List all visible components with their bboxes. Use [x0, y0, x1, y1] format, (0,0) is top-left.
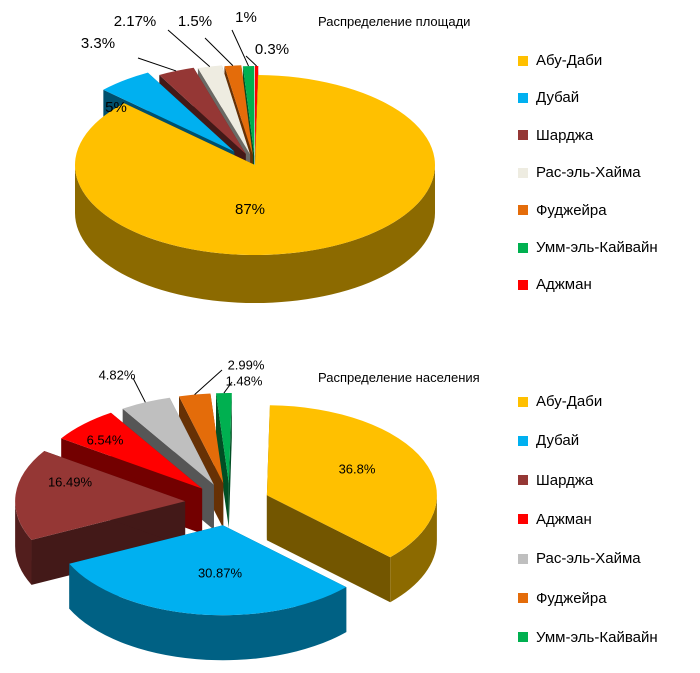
legend-swatch — [518, 632, 528, 643]
area-legend-item-рас-эль-хайма: Рас-эль-Хайма — [518, 164, 641, 181]
pop-legend-item-рас-эль-хайма: Рас-эль-Хайма — [518, 550, 641, 567]
legend-swatch — [518, 55, 528, 66]
area-legend-item-фуджейра: Фуджейра — [518, 202, 607, 219]
legend-label: Аджман — [536, 276, 592, 294]
pop-data-label-фуджейра: 2.99% — [228, 357, 265, 372]
pop-legend-item-аджман: Аджман — [518, 511, 592, 528]
pop-legend-item-дубай: Дубай — [518, 432, 579, 449]
area-leader-рас-эль-хайма — [167, 29, 211, 67]
legend-label: Фуджейра — [536, 589, 607, 607]
legend-label: Дубай — [536, 432, 580, 450]
pop-leader-рас-эль-хайма — [132, 377, 146, 403]
area-data-label-фуджейра: 1.5% — [178, 13, 212, 30]
pop-legend-item-абу-даби: Абу-Даби — [518, 393, 602, 410]
legend-swatch — [518, 593, 528, 603]
area-legend-item-абу-даби: Абу-Даби — [518, 52, 602, 69]
area-leader-шарджа — [137, 57, 177, 72]
legend-label: Абу-Даби — [536, 393, 603, 410]
legend-swatch — [518, 130, 528, 141]
legend-label: Фуджейра — [536, 201, 607, 219]
pop-data-label-абу-даби: 36.8% — [339, 461, 376, 476]
population-chart-title: Распределение населения — [318, 370, 480, 385]
legend-label: Шарджа — [536, 126, 594, 144]
legend-label: Умм-эль-Кайвайн — [536, 628, 658, 646]
legend-label: Шарджа — [536, 471, 594, 489]
legend-label: Аджман — [536, 510, 592, 528]
pop-data-label-рас-эль-хайма: 4.82% — [99, 367, 136, 382]
area-data-label-дубай: 5% — [105, 99, 127, 116]
legend-swatch — [518, 553, 528, 564]
area-leader-фуджейра — [204, 37, 234, 66]
area-leader-аджман — [245, 55, 257, 67]
legend-label: Рас-эль-Хайма — [536, 550, 641, 568]
population-pie-svg: 36.8% 30.87% 16.49% 6.54% 4.82% 2.99%1.48% — [15, 357, 437, 661]
pop-legend-item-фуджейра: Фуджейра — [518, 590, 607, 607]
area-data-label-аджман: 0.3% — [255, 41, 289, 58]
pop-leader-умм-эль-кайвайн — [223, 381, 233, 394]
pop-slice-дубай — [69, 525, 347, 661]
legend-swatch — [518, 205, 528, 216]
area-chart-title: Распределение площади — [318, 14, 471, 29]
legend-label: Дубай — [536, 89, 580, 107]
legend-label: Умм-эль-Кайвайн — [536, 239, 658, 256]
legend-swatch — [518, 475, 528, 486]
pop-legend-item-шарджа: Шарджа — [518, 472, 593, 489]
area-data-label-рас-эль-хайма: 2.17% — [114, 13, 157, 30]
area-data-label-шарджа: 3.3% — [81, 35, 115, 52]
area-data-label-абу-даби: 87% — [235, 201, 265, 218]
legend-swatch — [518, 242, 528, 253]
legend-swatch — [518, 435, 528, 446]
population-chart: 36.8% 30.87% 16.49% 6.54% 4.82% 2.99% 1.48% Ра… — [0, 336, 700, 673]
pop-data-label-аджман: 6.54% — [87, 432, 124, 447]
pop-data-label-умм-эль-кайвайн: 1.48% — [226, 373, 263, 388]
legend-label: Абу-Даби — [536, 52, 603, 69]
legend-swatch — [518, 514, 528, 525]
area-data-label-умм-эль-кайвайн: 1% — [235, 9, 257, 26]
legend-swatch — [518, 92, 528, 103]
area-leader-умм-эль-кайвайн — [231, 29, 249, 67]
area-chart: 87% 5% 3.3% 2.17% 1.5% 1% 0.3% Распределение п… — [0, 0, 700, 336]
pop-leader-фуджейра — [194, 369, 223, 395]
area-legend-item-аджман: Аджман — [518, 276, 592, 293]
pop-data-label-шарджа: 16.49% — [48, 474, 93, 489]
legend-label: Рас-эль-Хайма — [536, 164, 641, 182]
pop-legend-item-умм-эль-кайвайн: Умм-эль-Кайвайн — [518, 629, 658, 646]
area-pie-svg: 87% 5% 3.3% 2.17% 1.5% 1% 0.3% — [74, 9, 435, 303]
legend-swatch — [518, 167, 528, 178]
pop-slice-умм-эль-кайвайн — [216, 393, 232, 529]
pop-slice-абу-даби — [266, 405, 437, 603]
area-legend-item-дубай: Дубай — [518, 89, 579, 106]
legend-swatch — [518, 396, 528, 407]
area-legend-item-шарджа: Шарджа — [518, 127, 593, 144]
area-legend-item-умм-эль-кайвайн: Умм-эль-Кайвайн — [518, 239, 658, 256]
legend-swatch — [518, 279, 528, 290]
area-slice-абу-даби — [74, 75, 435, 303]
pop-data-label-дубай: 30.87% — [198, 565, 243, 580]
